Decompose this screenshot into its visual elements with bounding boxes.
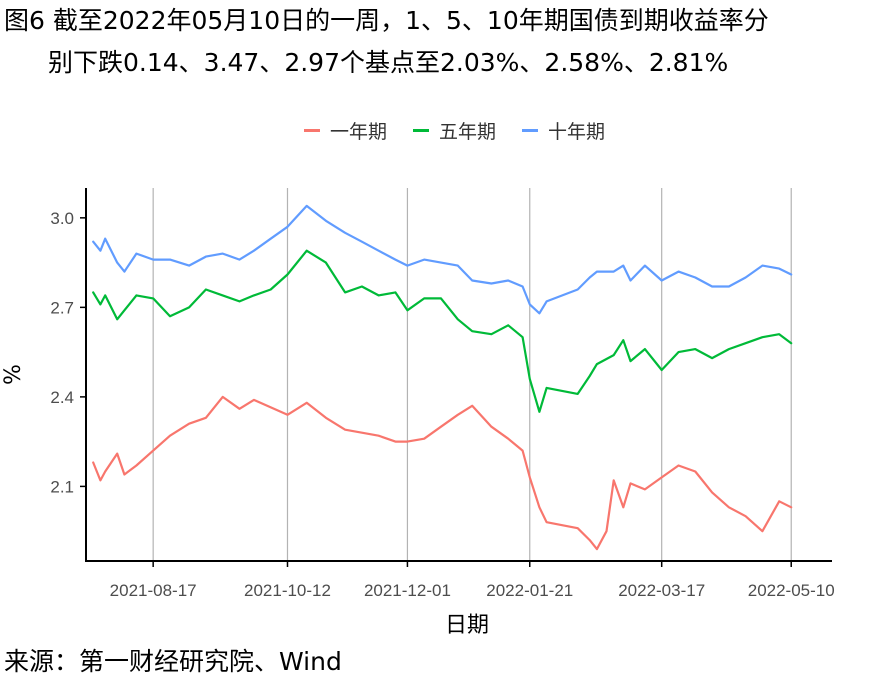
y-tick-label-1: 2.4 (50, 388, 74, 407)
y-tick-label-2: 2.7 (50, 298, 74, 317)
legend-swatch-1y (304, 129, 320, 132)
x-tick-label-2: 2021-12-01 (364, 581, 451, 600)
legend-swatch-5y (413, 129, 430, 132)
series-line-10y (92, 204, 793, 315)
legend-label-10y: 十年期 (548, 121, 606, 143)
legend-item-10y: 十年期 (522, 117, 605, 144)
x-tick-label-0: 2021-08-17 (110, 581, 197, 600)
x-tick-label-5: 2022-05-10 (748, 581, 835, 600)
series-line-1y (92, 395, 793, 551)
y-tick-label-3: 3.0 (50, 209, 74, 228)
chart-title-line-2: 别下跌0.14、3.47、2.97个基点至2.03%、2.58%、2.81% (48, 48, 729, 77)
legend-label-1y: 一年期 (330, 121, 388, 143)
legend-label-5y: 五年期 (439, 121, 497, 143)
y-axis-title: % (1, 364, 26, 385)
legend-swatch-10y (522, 129, 539, 132)
x-axis-title: 日期 (445, 613, 489, 638)
grid-lines (152, 188, 792, 561)
chart-title-line-1: 图6 截至2022年05月10日的一周，1、5、10年期国债到期收益率分 (4, 6, 769, 35)
y-tick-label-0: 2.1 (50, 477, 74, 496)
series-line-5y (92, 249, 793, 413)
legend-item-5y: 五年期 (413, 117, 496, 144)
legend-item-1y: 一年期 (304, 117, 387, 144)
series-lines (92, 204, 793, 551)
x-tick-label-4: 2022-03-17 (618, 581, 705, 600)
axes: 2.1 2.4 2.7 3.0 2021-08-17 2021-10-12 2021-12-… (1, 188, 835, 638)
x-tick-label-1: 2021-10-12 (244, 581, 331, 600)
source-note: 来源：第一财经研究院、Wind (4, 647, 342, 676)
x-tick-label-3: 2022-01-21 (486, 581, 573, 600)
chart-legend: 一年期 五年期 十年期 (304, 117, 631, 144)
